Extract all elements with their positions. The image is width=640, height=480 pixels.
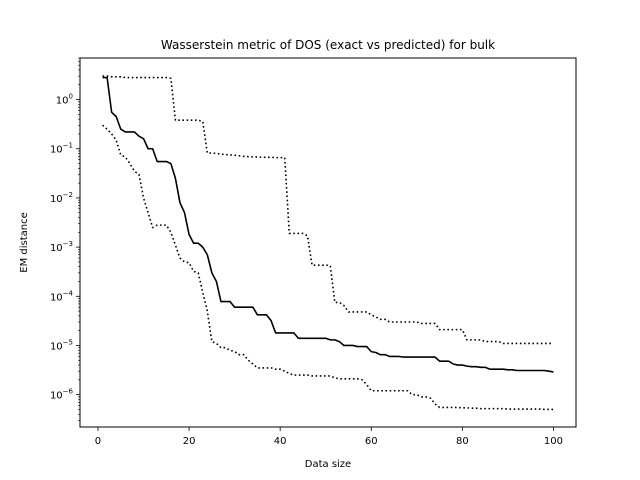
y-tick-label: 10−2 bbox=[50, 191, 73, 205]
y-tick-label: 10−5 bbox=[50, 338, 73, 352]
x-tick-label: 80 bbox=[456, 436, 469, 447]
x-tick-label: 60 bbox=[365, 436, 378, 447]
x-tick-label: 40 bbox=[274, 436, 287, 447]
y-tick-label: 10−1 bbox=[50, 142, 73, 156]
y-tick-label: 10−6 bbox=[50, 388, 74, 402]
y-tick-label: 10−3 bbox=[50, 240, 73, 254]
series-line-2 bbox=[102, 75, 554, 345]
series-line-1 bbox=[102, 76, 554, 373]
axes-frame bbox=[79, 57, 577, 428]
y-tick-label: 10−4 bbox=[50, 289, 74, 303]
x-axis-label: Data size bbox=[305, 459, 351, 470]
x-tick-label: 0 bbox=[95, 436, 101, 447]
plot-area bbox=[102, 75, 554, 411]
x-axis: 0 20 40 60 80 100 bbox=[95, 427, 563, 447]
y-axis: 10−6 10−5 10−4 10−3 10−2 10−1 100 bbox=[50, 57, 80, 421]
chart-title: Wasserstein metric of DOS (exact vs pred… bbox=[161, 38, 495, 52]
x-tick-label: 100 bbox=[544, 436, 563, 447]
x-tick-label: 20 bbox=[183, 436, 196, 447]
y-tick-label: 100 bbox=[56, 93, 73, 107]
y-axis-label: EM distance bbox=[19, 212, 30, 273]
